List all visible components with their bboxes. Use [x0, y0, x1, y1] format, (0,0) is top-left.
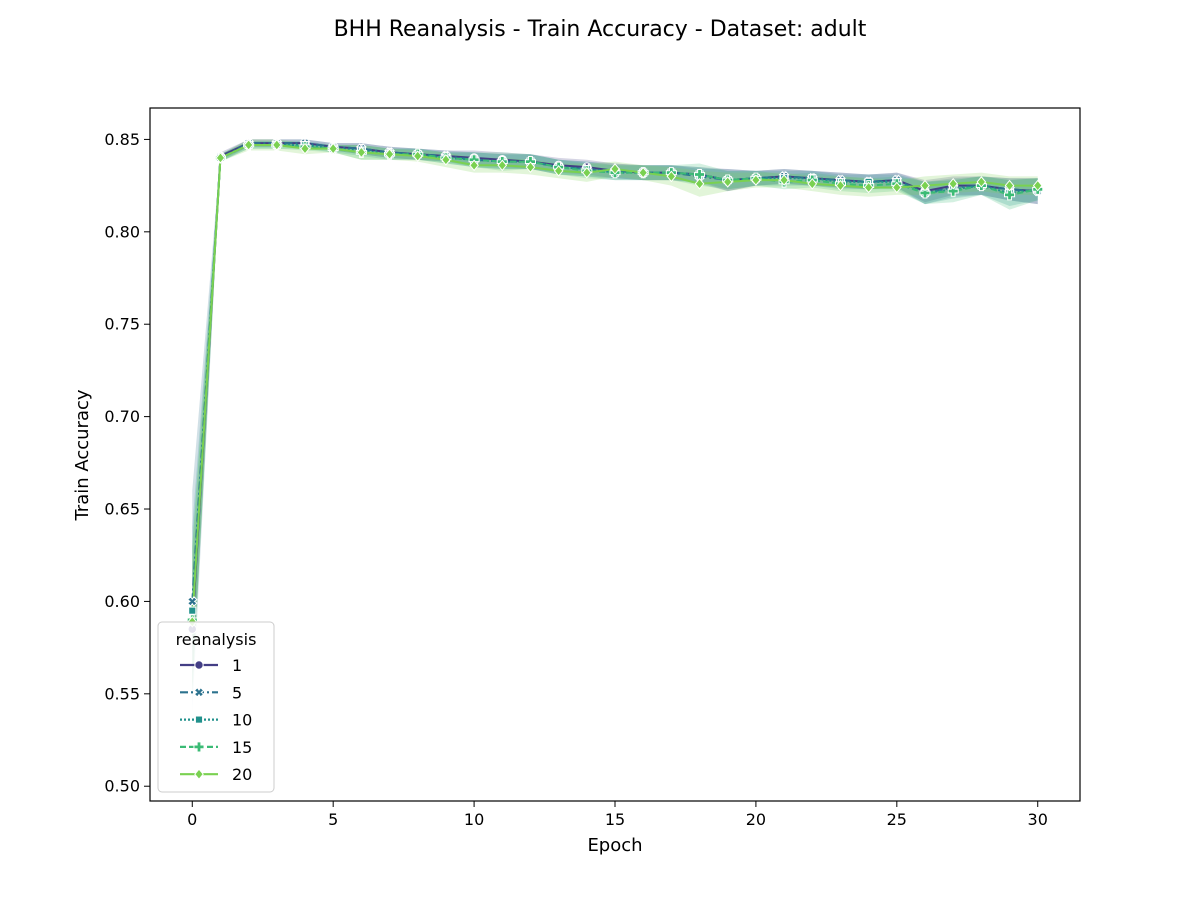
confidence-bands	[192, 139, 1038, 713]
legend-title: reanalysis	[176, 630, 257, 649]
y-tick-label: 0.50	[104, 777, 140, 796]
point-series-15	[1004, 189, 1016, 201]
point-series-20	[835, 179, 846, 192]
band-series-5	[192, 139, 1038, 713]
point-series-20	[751, 174, 761, 186]
x-tick-label: 15	[605, 810, 625, 829]
point-series-15	[947, 185, 959, 197]
band-series-10	[192, 141, 1038, 694]
point-series-20	[1032, 179, 1043, 192]
x-axis-ticks: 0 5 10 15 20 25 30	[187, 801, 1048, 829]
point-series-20	[581, 166, 592, 179]
y-tick-label: 0.55	[104, 684, 140, 703]
y-tick-label: 0.75	[104, 315, 140, 334]
point-series-20	[525, 161, 536, 173]
y-tick-label: 0.65	[104, 500, 140, 519]
line-series-1	[191, 142, 1038, 630]
legend-marker-20	[194, 768, 204, 781]
line-series-10	[191, 143, 1038, 611]
point-series-20	[412, 150, 423, 162]
legend-marker-5	[193, 686, 205, 698]
point-series-20	[638, 166, 649, 179]
point-series-20	[779, 174, 789, 186]
legend-label-20: 20	[232, 765, 252, 784]
legend-label-15: 15	[232, 738, 252, 757]
point-series-20	[948, 177, 959, 190]
point-series-20	[807, 177, 818, 190]
y-tick-label: 0.70	[104, 407, 140, 426]
band-series-15	[192, 141, 1038, 694]
point-series-20	[243, 139, 254, 151]
x-tick-label: 10	[464, 810, 484, 829]
point-series-20	[976, 176, 987, 188]
point-series-20	[328, 142, 339, 155]
point-series-20	[300, 142, 310, 155]
legend-label-10: 10	[232, 711, 252, 730]
point-series-20	[497, 159, 508, 172]
y-tick-label: 0.85	[104, 130, 140, 149]
x-tick-label: 20	[746, 810, 766, 829]
point-series-20	[694, 177, 705, 190]
series-lines	[191, 142, 1038, 630]
point-series-20	[666, 170, 677, 183]
x-tick-label: 25	[887, 810, 907, 829]
y-axis-ticks: 0.50 0.55 0.60 0.65 0.70 0.75 0.80 0.85	[104, 130, 150, 796]
line-series-5	[191, 142, 1038, 602]
point-series-20	[610, 163, 620, 175]
point-series-20	[356, 146, 367, 159]
band-series-1	[192, 139, 1038, 685]
y-axis-title: Train Accuracy	[72, 389, 93, 521]
x-tick-label: 5	[328, 810, 338, 829]
point-series-20	[469, 159, 479, 172]
legend-label-1: 1	[232, 656, 242, 675]
point-series-20	[384, 148, 395, 161]
band-series-20	[192, 139, 1038, 696]
legend-marker-10	[194, 715, 204, 724]
legend-label-5: 5	[232, 683, 242, 702]
point-series-15	[919, 187, 931, 199]
x-tick-label: 0	[187, 810, 197, 829]
series-markers	[186, 137, 1044, 634]
point-series-20	[215, 152, 226, 164]
point-series-20	[863, 181, 874, 194]
plot-frame	[149, 107, 1081, 802]
x-tick-label: 30	[1028, 810, 1048, 829]
point-series-20	[553, 165, 564, 177]
point-series-10	[188, 606, 197, 615]
point-series-20	[722, 176, 733, 188]
y-tick-label: 0.80	[104, 222, 140, 241]
y-tick-label: 0.60	[104, 592, 140, 611]
point-series-20	[920, 179, 930, 192]
point-series-15	[694, 168, 706, 181]
point-series-20	[891, 181, 902, 194]
point-series-20	[441, 153, 451, 166]
line-series-15	[191, 143, 1038, 620]
chart-title: BHH Reanalysis - Train Accuracy - Datase…	[334, 17, 867, 42]
x-axis-title: Epoch	[587, 835, 642, 856]
legend-marker-1	[194, 660, 204, 670]
point-series-20	[1004, 179, 1015, 192]
legend-marker-15	[193, 741, 205, 753]
line-series-20	[191, 143, 1038, 622]
point-series-20	[271, 139, 282, 151]
point-series-5	[186, 596, 198, 607]
